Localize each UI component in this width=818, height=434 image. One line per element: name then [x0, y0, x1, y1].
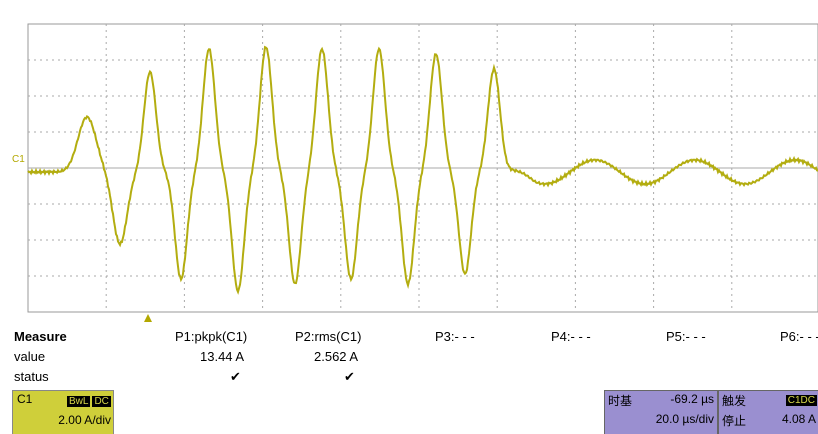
- row-label: value: [14, 349, 46, 364]
- waveform: [27, 45, 818, 295]
- row-label: status: [14, 369, 49, 384]
- param-name: P2:rms(C1): [295, 329, 362, 344]
- param-name: P4:- - -: [551, 329, 591, 344]
- param-value: 13.44 A: [200, 349, 245, 364]
- trigger-label: 触发: [722, 394, 747, 408]
- param-name: P3:- - -: [435, 329, 475, 344]
- channel-name: C1: [17, 392, 33, 406]
- param-name: P5:- - -: [666, 329, 706, 344]
- trigger-marker: [144, 314, 152, 322]
- trigger-state: 停止: [722, 414, 747, 428]
- badge: C1DC: [785, 395, 817, 406]
- channel-scale: 2.00 A/div: [58, 413, 111, 427]
- badge: BwL: [67, 396, 91, 407]
- timebase-box[interactable]: 时基 -69.2 µs 20.0 µs/div: [604, 390, 718, 434]
- trigger-level: 4.08 A: [781, 412, 816, 426]
- param-name: P1:pkpk(C1): [175, 329, 248, 344]
- param-name: P6:- - -: [780, 329, 818, 344]
- channel-box[interactable]: C1 BwL DC 2.00 A/div: [12, 390, 114, 434]
- timebase-scale: 20.0 µs/div: [655, 412, 714, 426]
- measure-header: Measure: [14, 329, 67, 344]
- badge: DC: [92, 396, 111, 407]
- timebase-label: 时基: [608, 394, 633, 408]
- trigger-box[interactable]: 触发 C1DC 停止 4.08 A: [718, 390, 818, 434]
- param-value: 2.562 A: [314, 349, 359, 364]
- channel-marker: C1: [12, 154, 25, 165]
- param-status: ✔: [344, 369, 355, 384]
- param-status: ✔: [230, 369, 241, 384]
- timebase-offset: -69.2 µs: [670, 392, 714, 406]
